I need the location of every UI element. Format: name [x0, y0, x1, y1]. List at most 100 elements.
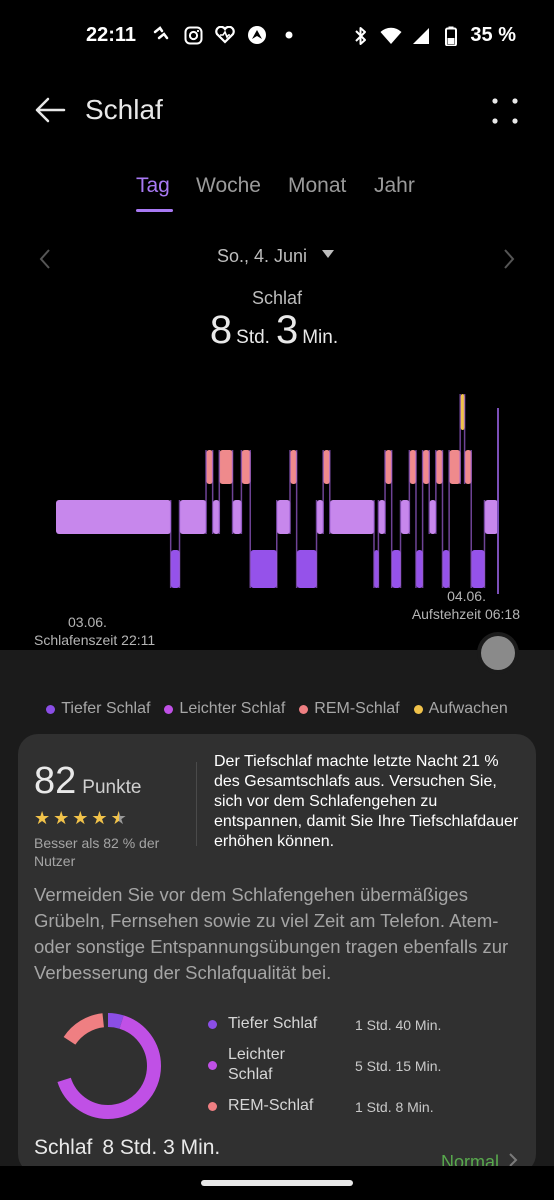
stage-segment-light [212, 500, 220, 534]
breakdown-value: 1 Std. 8 Min. [355, 1099, 434, 1115]
chevron-right-icon [509, 1153, 518, 1167]
stage-transition [211, 450, 214, 534]
app-bar: Schlaf [0, 84, 554, 136]
tab-woche[interactable]: Woche [196, 174, 261, 197]
legend-label: REM-Schlaf [314, 700, 400, 717]
stage-transition [373, 500, 375, 588]
caret-down-icon[interactable] [322, 250, 334, 258]
breakdown-dot [208, 1061, 217, 1070]
stage-segment-deep [374, 550, 379, 588]
stage-transition [463, 394, 466, 484]
legend-item-rem: REM-Schlaf [299, 700, 400, 718]
breakdown-dot [208, 1020, 217, 1029]
sleep-stage-chart[interactable] [0, 380, 554, 595]
stage-transition [377, 500, 380, 588]
legend-label: Leichter Schlaf [179, 700, 286, 717]
star-rating: ★ ★ ★ ★ ★ [34, 808, 127, 829]
stage-transition [459, 394, 461, 484]
star-icon: ★ [91, 808, 108, 828]
score-value: 82 [34, 760, 77, 802]
stage-segment-deep [471, 550, 485, 588]
page-title: Schlaf [85, 94, 163, 125]
date-label[interactable]: So., 4. Juni [217, 246, 308, 266]
stage-segment-rem [464, 450, 472, 484]
bedtime-date: 03.06. [68, 614, 107, 630]
legend-label: Aufwachen [428, 700, 508, 717]
stage-distribution-donut [55, 1013, 161, 1119]
notification-icons [150, 24, 300, 46]
stage-segment-deep [296, 550, 317, 588]
battery-icon [440, 25, 462, 47]
breakdown-name: Leichter Schlaf [228, 1046, 285, 1083]
next-day-button[interactable] [494, 244, 524, 274]
legend-item-deep: Tiefer Schlaf [46, 700, 150, 718]
breakdown-value: 1 Std. 40 Min. [355, 1017, 442, 1033]
stage-transition [240, 450, 243, 534]
score-unit: Punkte [82, 777, 142, 798]
chevron-right-icon [504, 249, 515, 269]
bedtime-label: 03.06. Schlafenszeit 22:11 [34, 613, 155, 649]
stage-transition [205, 450, 207, 534]
stage-segment-deep [391, 550, 401, 588]
summary-minutes: 3 [275, 308, 299, 352]
stage-transition [390, 450, 393, 588]
stage-segment-deep [442, 550, 450, 588]
stage-segment-light [56, 500, 171, 534]
stage-segment-rem [290, 450, 297, 484]
summary-minutes-unit: Min. [302, 327, 339, 348]
summary-hours: 8 [209, 308, 233, 352]
stage-transition [295, 450, 298, 588]
battery-percentage: 35 % [470, 24, 516, 46]
status-bar: 22:11 35 % [0, 0, 554, 72]
navigation-app-icon [246, 24, 268, 46]
health-app-icon [214, 24, 236, 46]
chevron-left-icon [39, 249, 50, 269]
total-sleep-row: Schlaf 8 Std. 3 Min. [34, 1136, 220, 1160]
home-gesture-handle[interactable] [201, 1180, 353, 1186]
stage-segment-light [400, 500, 410, 534]
stage-segment-rem [409, 450, 417, 484]
previous-day-button[interactable] [30, 244, 60, 274]
more-options-button[interactable] [488, 94, 524, 130]
stage-segment-rem [206, 450, 213, 484]
sleep-score-card[interactable]: 82 Punkte ★ ★ ★ ★ ★ Besser als 82 % der N… [18, 734, 536, 1174]
legend-dot [413, 704, 423, 714]
stage-segment-light [330, 500, 375, 534]
stage-segment-light [277, 500, 291, 534]
tab-jahr[interactable]: Jahr [374, 174, 415, 197]
more-notifications-dot [278, 24, 300, 46]
stage-transition [329, 450, 331, 534]
stage-transition [322, 450, 324, 534]
stage-segment-rem [385, 450, 392, 484]
divider [196, 762, 197, 846]
stage-segment-rem [323, 450, 331, 484]
total-label: Schlaf [34, 1136, 93, 1159]
breakdown-name: Tiefer Schlaf [228, 1015, 318, 1032]
chart-scrubber-handle[interactable] [481, 636, 515, 670]
stage-segment-deep [250, 550, 277, 588]
sleep-score: 82 Punkte [34, 760, 141, 803]
summary-hours-unit: Std. [236, 327, 270, 348]
tab-monat[interactable]: Monat [288, 174, 347, 197]
stage-transition [408, 450, 411, 534]
back-button[interactable] [30, 92, 70, 128]
notification-app-icon [150, 24, 172, 46]
stage-transition [289, 450, 291, 534]
sleep-advice: Vermeiden Sie vor dem Schlafengehen über… [34, 884, 509, 983]
system-nav-bar [0, 1166, 554, 1200]
tab-tag[interactable]: Tag [136, 174, 170, 197]
stage-transition [428, 450, 430, 534]
summary-label: Schlaf [251, 288, 303, 308]
donut-slice-1 [55, 1013, 161, 1119]
stage-transition [249, 450, 251, 588]
stage-transition [435, 450, 437, 534]
system-icons: 35 % [350, 24, 516, 47]
star-icon: ★ [53, 808, 70, 828]
bedtime-text: Schlafenszeit 22:11 [34, 632, 156, 648]
star-icon: ★ [34, 808, 51, 828]
stage-segment-rem [241, 450, 251, 484]
total-value: 8 Std. 3 Min. [102, 1136, 221, 1159]
chart-cursor-line [497, 408, 499, 594]
stage-transition [421, 450, 424, 588]
status-time: 22:11 [86, 24, 137, 46]
